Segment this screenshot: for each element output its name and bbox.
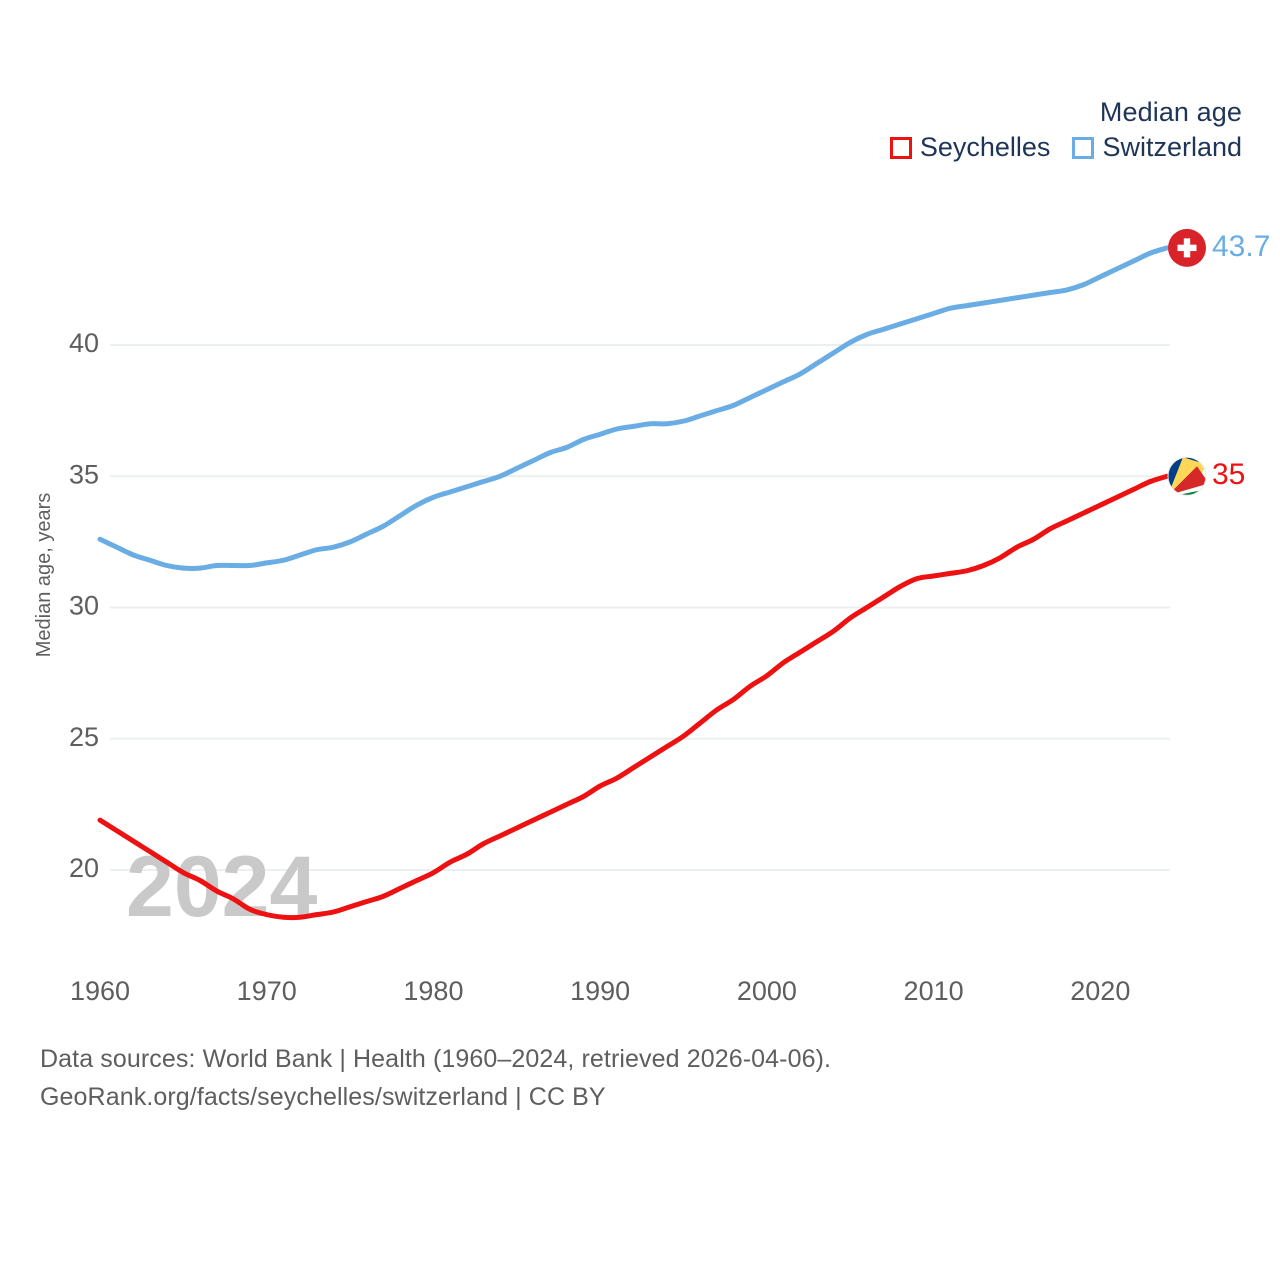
legend-title: Median age xyxy=(1099,97,1242,127)
legend-item-seychelles[interactable]: Seychelles xyxy=(889,132,1051,163)
legend-label-switzerland: Switzerland xyxy=(1102,132,1242,163)
endpoint-label-seychelles: 35 xyxy=(1212,458,1245,491)
y-tick-label: 30 xyxy=(69,591,99,621)
series-line-seychelles xyxy=(97,473,1170,921)
seychelles-flag-badge-icon xyxy=(1167,456,1207,496)
x-tick-label: 2010 xyxy=(904,976,964,1006)
series-line-switzerland xyxy=(97,245,1170,571)
x-tick-label: 2020 xyxy=(1070,976,1130,1006)
x-tick-label: 1970 xyxy=(237,976,297,1006)
footer-data-sources: Data sources: World Bank | Health (1960–… xyxy=(40,1045,832,1073)
legend-swatch-switzerland-icon xyxy=(1072,136,1095,159)
y-tick-label: 25 xyxy=(69,722,99,752)
footer-attribution[interactable]: GeoRank.org/facts/seychelles/switzerland… xyxy=(40,1083,606,1111)
y-tick-label: 20 xyxy=(69,853,99,883)
y-tick-label: 40 xyxy=(69,328,99,358)
switzerland-flag-badge-icon xyxy=(1168,228,1206,267)
y-tick-label: 35 xyxy=(69,459,99,489)
y-axis-title: Median age, years xyxy=(33,493,55,658)
gridlines xyxy=(110,344,1170,871)
x-tick-label: 1960 xyxy=(70,976,130,1006)
legend-items: Seychelles Switzerland xyxy=(889,132,1242,163)
x-axis-ticks: 1960 1970 1980 1990 2000 2010 2020 xyxy=(70,976,1130,1006)
legend-swatch-seychelles-icon xyxy=(889,136,912,159)
x-tick-label: 2000 xyxy=(737,976,797,1006)
chart-legend: Median age Seychelles Switzerland xyxy=(889,96,1242,163)
x-tick-label: 1990 xyxy=(570,976,630,1006)
legend-label-seychelles: Seychelles xyxy=(919,132,1051,163)
legend-item-switzerland[interactable]: Switzerland xyxy=(1072,134,1242,161)
y-axis-ticks: 20 25 30 35 40 xyxy=(69,328,99,883)
chart-footer: Data sources: World Bank | Health (1960–… xyxy=(40,1040,831,1116)
x-tick-label: 1980 xyxy=(403,976,463,1006)
endpoint-label-switzerland: 43.7 xyxy=(1212,230,1270,263)
